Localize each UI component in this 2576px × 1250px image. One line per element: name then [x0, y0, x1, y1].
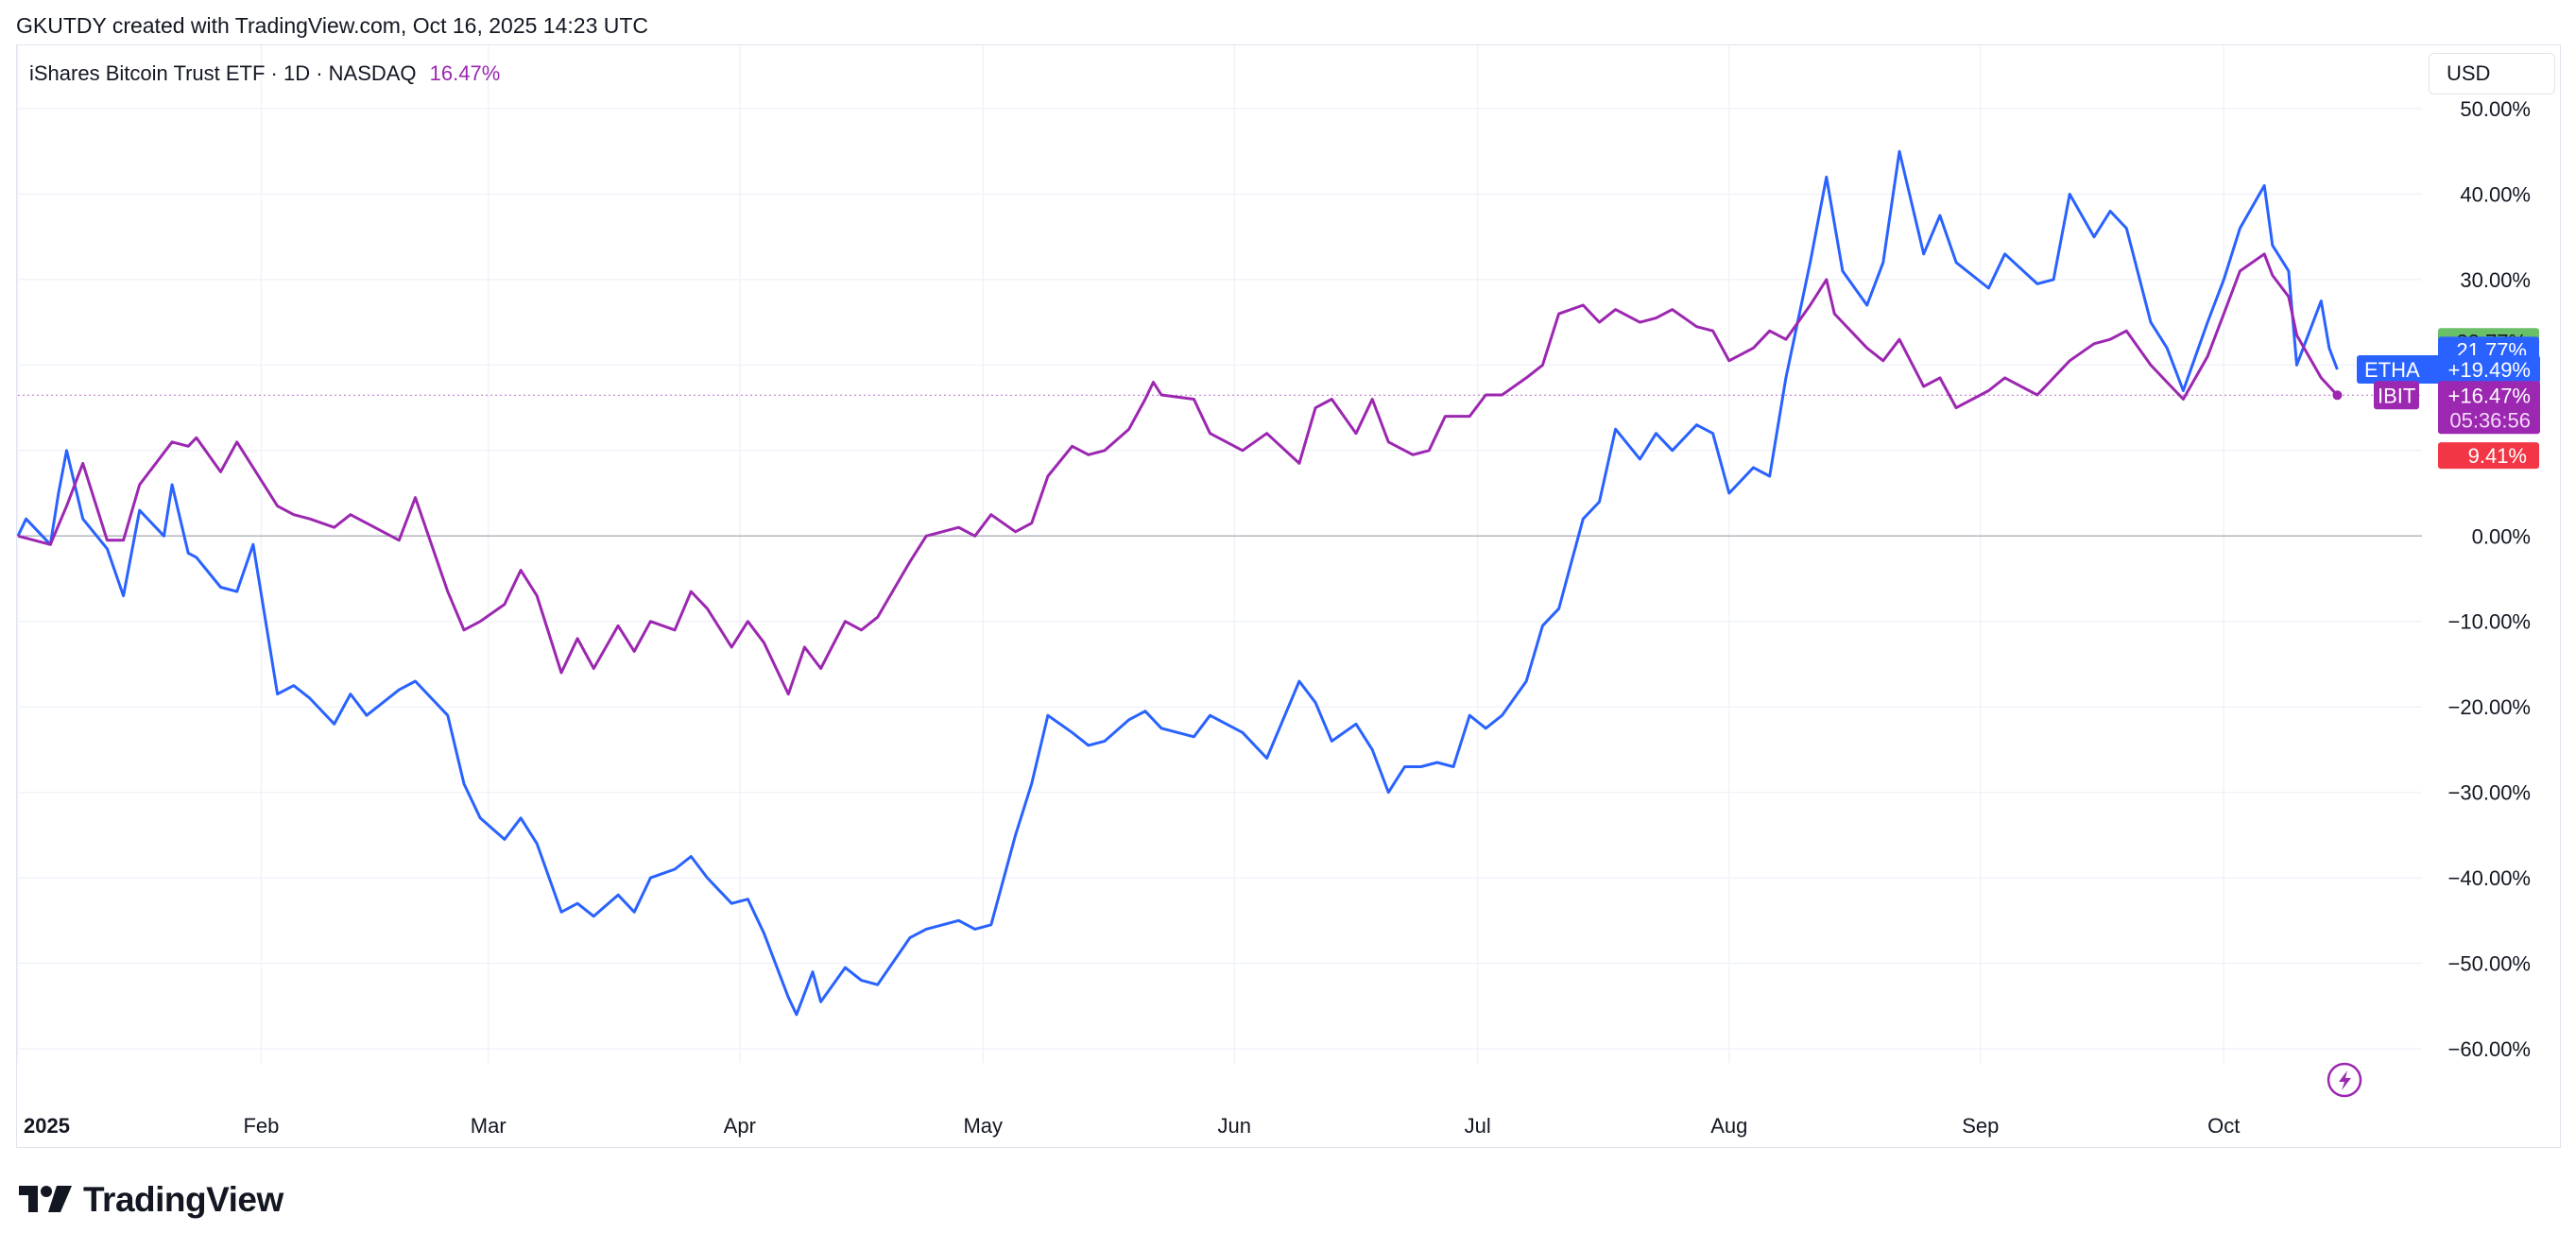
- x-tick-label: Feb: [243, 1114, 279, 1138]
- x-tick-label: Aug: [1710, 1114, 1747, 1138]
- ibit-countdown-label: 05:36:56: [2449, 408, 2531, 432]
- y-tick-label: 30.00%: [2460, 268, 2531, 292]
- series-end-point: [2332, 390, 2343, 401]
- x-tick-label: Apr: [724, 1114, 756, 1138]
- x-tick-label: Sep: [1962, 1114, 1999, 1138]
- tradingview-logo[interactable]: TradingView: [19, 1180, 283, 1219]
- x-tick-label: Mar: [471, 1114, 507, 1138]
- series-line-ibit: [17, 252, 2339, 696]
- etha-value-label: +19.49%: [2448, 358, 2531, 382]
- y-tick-label: −10.00%: [2448, 610, 2531, 634]
- etha-name-label: ETHA: [2364, 358, 2420, 382]
- legend-symbol-title: iShares Bitcoin Trust ETF · 1D · NASDAQ: [29, 61, 417, 85]
- currency-button[interactable]: USD: [2429, 53, 2555, 94]
- y-tick-label: −30.00%: [2448, 781, 2531, 805]
- ibit-name-badge: [2374, 381, 2419, 410]
- ibit-value-badge: [2438, 381, 2540, 435]
- lightning-bolt: [2339, 1070, 2351, 1090]
- etha-badge: [2357, 354, 2540, 384]
- x-tick-label: Oct: [2207, 1114, 2240, 1138]
- y-tick-label: −50.00%: [2448, 952, 2531, 976]
- series-line-etha: [16, 149, 2339, 1017]
- tradingview-logo-icon: [19, 1186, 72, 1212]
- chart-credit: GKUTDY created with TradingView.com, Oct…: [16, 13, 649, 38]
- x-tick-label: Jun: [1218, 1114, 1251, 1138]
- y-tick-label: −20.00%: [2448, 695, 2531, 719]
- chart-pane[interactable]: [16, 44, 2561, 1148]
- y-tick-label: 50.00%: [2460, 97, 2531, 121]
- price-badge-label: 9.41%: [2468, 444, 2527, 468]
- ibit-name-label: IBIT: [2378, 384, 2415, 407]
- x-tick-label: Jul: [1465, 1114, 1491, 1138]
- x-tick-label: 2025: [24, 1114, 70, 1138]
- legend-change: 16.47%: [429, 61, 501, 85]
- ibit-value-label: +16.47%: [2448, 384, 2531, 407]
- x-tick-label: May: [963, 1114, 1003, 1138]
- y-tick-label: 0.00%: [2472, 524, 2531, 548]
- chart-legend[interactable]: iShares Bitcoin Trust ETF · 1D · NASDAQ …: [29, 61, 500, 86]
- y-tick-label: −40.00%: [2448, 866, 2531, 890]
- price-badge: [2438, 442, 2539, 470]
- y-tick-label: −60.00%: [2448, 1037, 2531, 1061]
- y-tick-label: 40.00%: [2460, 182, 2531, 206]
- brand-name: TradingView: [83, 1180, 283, 1219]
